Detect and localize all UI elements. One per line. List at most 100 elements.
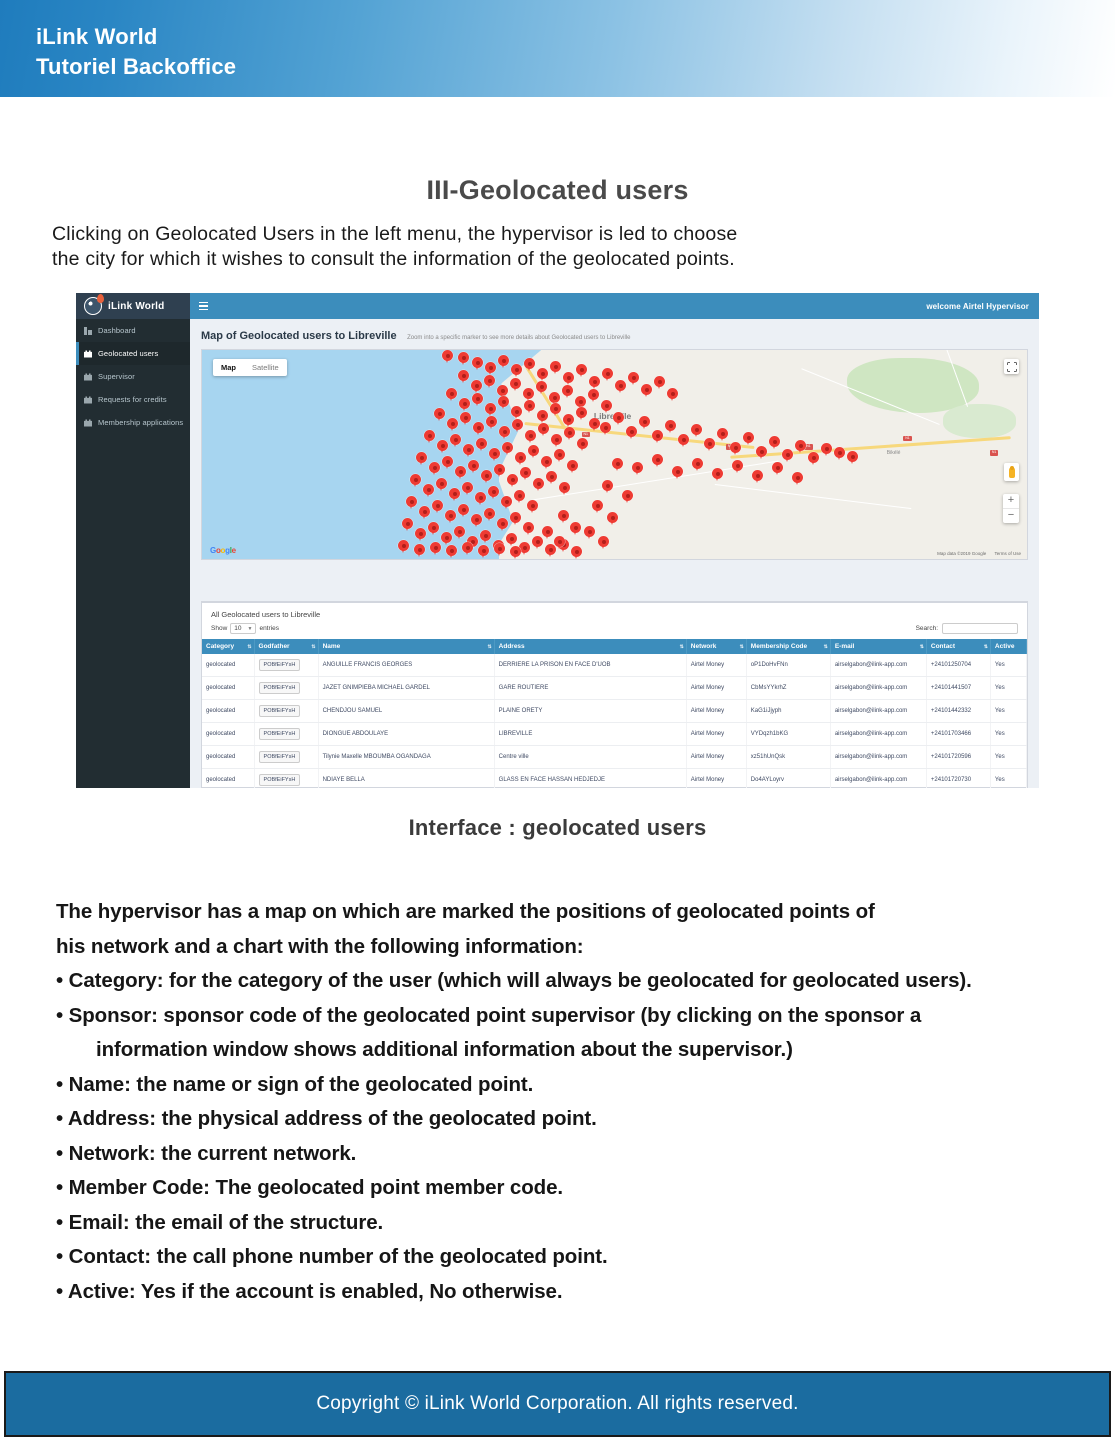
body-line: • Category: for the category of the user… <box>56 969 972 992</box>
map-green-area <box>847 358 980 413</box>
network-cell: Airtel Money <box>686 768 747 788</box>
column-label: Godfather <box>258 643 290 650</box>
column-header-address[interactable]: Address ⇅ <box>494 639 687 654</box>
email-cell: airselgabon@ilink-app.com <box>830 745 927 769</box>
table-row[interactable]: geolocated POBfEiFYsH NDIAYE BELLA GLASS EN… <box>202 768 1028 788</box>
pegman-icon <box>1008 465 1015 478</box>
column-label: Membership Code <box>750 643 808 650</box>
category-cell: geolocated <box>202 654 255 677</box>
map-type-switcher[interactable]: Map Satellite <box>213 359 287 376</box>
column-header-name[interactable]: Name ⇅ <box>318 639 495 654</box>
godfather-button[interactable]: POBfEiFYsH <box>258 728 301 740</box>
category-cell: geolocated <box>202 768 255 788</box>
intro-paragraph: Clicking on Geolocated Users in the left… <box>52 222 1064 272</box>
sidebar-item-membership-applications[interactable]: Membership applications <box>76 411 190 434</box>
zoom-out-button[interactable]: − <box>1007 509 1015 521</box>
map-city-label: Libreville <box>594 411 631 421</box>
active-cell: Yes <box>990 768 1028 788</box>
godfather-button[interactable]: POBfEiFYsH <box>258 751 301 763</box>
users-icon <box>84 396 92 404</box>
godfather-button[interactable]: POBfEiFYsH <box>258 682 301 694</box>
map-panel-title: Map of Geolocated users to Libreville <box>201 330 397 342</box>
column-header-category[interactable]: Category ⇅ <box>202 639 255 654</box>
network-cell: Airtel Money <box>686 699 747 723</box>
godfather-button[interactable]: POBfEiFYsH <box>258 705 301 717</box>
hamburger-menu-icon[interactable] <box>199 301 208 311</box>
category-cell: geolocated <box>202 745 255 769</box>
fullscreen-button[interactable] <box>1004 359 1019 374</box>
body-line: • Member Code: The geolocated point memb… <box>56 1176 563 1199</box>
intro-line-1: Clicking on Geolocated Users in the left… <box>52 223 738 245</box>
map-zoom-controls[interactable]: + − <box>1003 494 1019 523</box>
sidebar-item-requests-for-credits[interactable]: Requests for credits <box>76 388 190 411</box>
godfather-cell: POBfEiFYsH <box>254 676 319 700</box>
entries-select[interactable]: 10 ▼ <box>230 623 257 634</box>
body-line: his network and a chart with the followi… <box>56 934 584 958</box>
column-label: Category <box>206 643 235 650</box>
body-line: • Sponsor: sponsor code of the geolocate… <box>56 1003 922 1027</box>
map-type-satellite[interactable]: Satellite <box>252 363 279 372</box>
active-cell: Yes <box>990 676 1028 700</box>
sidebar-item-geolocated-users[interactable]: Geolocated users <box>76 342 190 365</box>
body-text: The hypervisor has a map on which are ma… <box>56 895 1056 1309</box>
column-header-email[interactable]: E-mail ⇅ <box>830 639 927 654</box>
column-header-contact[interactable]: Contact ⇅ <box>926 639 991 654</box>
geolocated-users-table-card: All Geolocated users to Libreville Show … <box>201 601 1028 788</box>
body-line: information window shows additional info… <box>96 1038 793 1061</box>
table-row[interactable]: geolocated POBfEiFYsH ANGUILLE FRANCIS GEO… <box>202 654 1028 677</box>
column-label: Name <box>322 643 341 650</box>
google-map[interactable]: N1 N1 N1 N1 N1 Libreville Bikélé <box>201 349 1028 560</box>
category-cell: geolocated <box>202 722 255 746</box>
street-view-pegman[interactable] <box>1004 463 1019 481</box>
table-card-title: All Geolocated users to Libreville <box>211 610 321 619</box>
map-data-text: Map data ©2019 Google <box>937 551 987 556</box>
table-row[interactable]: geolocated POBfEiFYsH JAZET GNIMPIEBA MICH… <box>202 676 1028 700</box>
column-header-membership-code[interactable]: Membership Code ⇅ <box>746 639 831 654</box>
search-input[interactable] <box>942 623 1018 634</box>
sidebar-item-supervisor[interactable]: Supervisor <box>76 365 190 388</box>
map-type-map[interactable]: Map <box>221 363 236 372</box>
category-cell: geolocated <box>202 676 255 700</box>
column-header-godfather[interactable]: Godfather ⇅ <box>254 639 319 654</box>
show-label: Show <box>211 625 228 632</box>
table-body: geolocated POBfEiFYsH ANGUILLE FRANCIS GEO… <box>202 654 1028 788</box>
sort-icon: ⇅ <box>919 643 924 650</box>
banner-title-line1: iLink World <box>36 24 158 49</box>
godfather-cell: POBfEiFYsH <box>254 745 319 769</box>
search-label: Search: <box>915 625 938 632</box>
email-cell: airselgabon@ilink-app.com <box>830 676 927 700</box>
app-content: Map of Geolocated users to Libreville Zo… <box>190 319 1039 788</box>
map-landmass <box>499 350 1027 559</box>
column-header-active[interactable]: Active <box>990 639 1028 654</box>
sidebar-item-dashboard[interactable]: Dashboard <box>76 319 190 342</box>
zoom-in-button[interactable]: + <box>1003 494 1019 509</box>
sidebar-item-label: Requests for credits <box>98 395 167 404</box>
membership-code-cell: oP1DoHvFNn <box>746 654 831 677</box>
column-label: Network <box>690 643 717 650</box>
network-cell: Airtel Money <box>686 745 747 769</box>
column-header-network[interactable]: Network ⇅ <box>686 639 747 654</box>
table-row[interactable]: geolocated POBfEiFYsH Tilynie Maxelle MBOU… <box>202 745 1028 769</box>
dashboard-icon <box>84 326 92 335</box>
table-row[interactable]: geolocated POBfEiFYsH CHENDJOU SAMUEL PLAIN… <box>202 699 1028 723</box>
contact-cell: +24101703466 <box>926 722 991 746</box>
page-title: III-Geolocated users <box>426 175 689 205</box>
page-footer: Copyright © iLink World Corporation. All… <box>4 1371 1111 1437</box>
terms-of-use-link[interactable]: Terms of Use <box>994 551 1021 556</box>
godfather-cell: POBfEiFYsH <box>254 654 319 677</box>
sidebar-item-label: Membership applications <box>98 418 184 427</box>
godfather-button[interactable]: POBfEiFYsH <box>258 659 301 671</box>
body-line: • Active: Yes if the account is enabled,… <box>56 1279 563 1303</box>
name-cell: CHENDJOU SAMUEL <box>318 699 495 723</box>
table-row[interactable]: geolocated POBfEiFYsH DIONGUE ABDOULAYE LIB… <box>202 722 1028 746</box>
godfather-button[interactable]: POBfEiFYsH <box>258 774 301 786</box>
active-cell: Yes <box>990 699 1028 723</box>
membership-code-cell: VYDqzh1bKG <box>746 722 831 746</box>
users-icon <box>84 350 92 358</box>
sort-icon: ⇅ <box>679 643 684 650</box>
body-line: • Name: the name or sign of the geolocat… <box>56 1072 534 1096</box>
table-toolbar: Show 10 ▼ entries Search: <box>202 623 1027 639</box>
contact-cell: +24101720596 <box>926 745 991 769</box>
app-logo[interactable]: iLink World <box>76 293 190 319</box>
name-cell: ANGUILLE FRANCIS GEORGES <box>318 654 495 677</box>
